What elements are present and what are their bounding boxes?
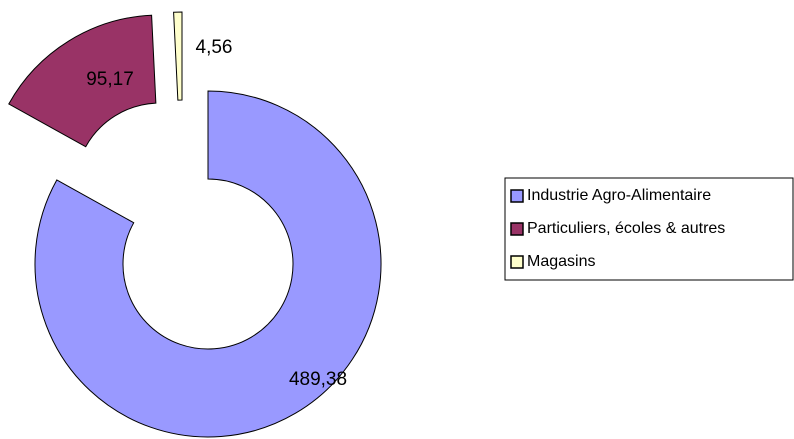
legend: Industrie Agro-Alimentaire Particuliers, … [504,177,794,281]
donut-segment [34,90,382,438]
donut-segment [8,14,157,148]
legend-label: Particuliers, écoles & autres [527,220,725,237]
data-label: 95,17 [86,69,134,90]
donut-segment [173,11,183,101]
data-label: 4,56 [196,37,233,58]
data-label: 489,38 [289,369,347,390]
legend-swatch [510,255,524,269]
legend-frame [504,177,794,281]
legend-swatch [510,222,524,236]
legend-label: Industrie Agro-Alimentaire [527,187,711,204]
legend-swatch [510,189,524,203]
legend-label: Magasins [527,253,595,270]
